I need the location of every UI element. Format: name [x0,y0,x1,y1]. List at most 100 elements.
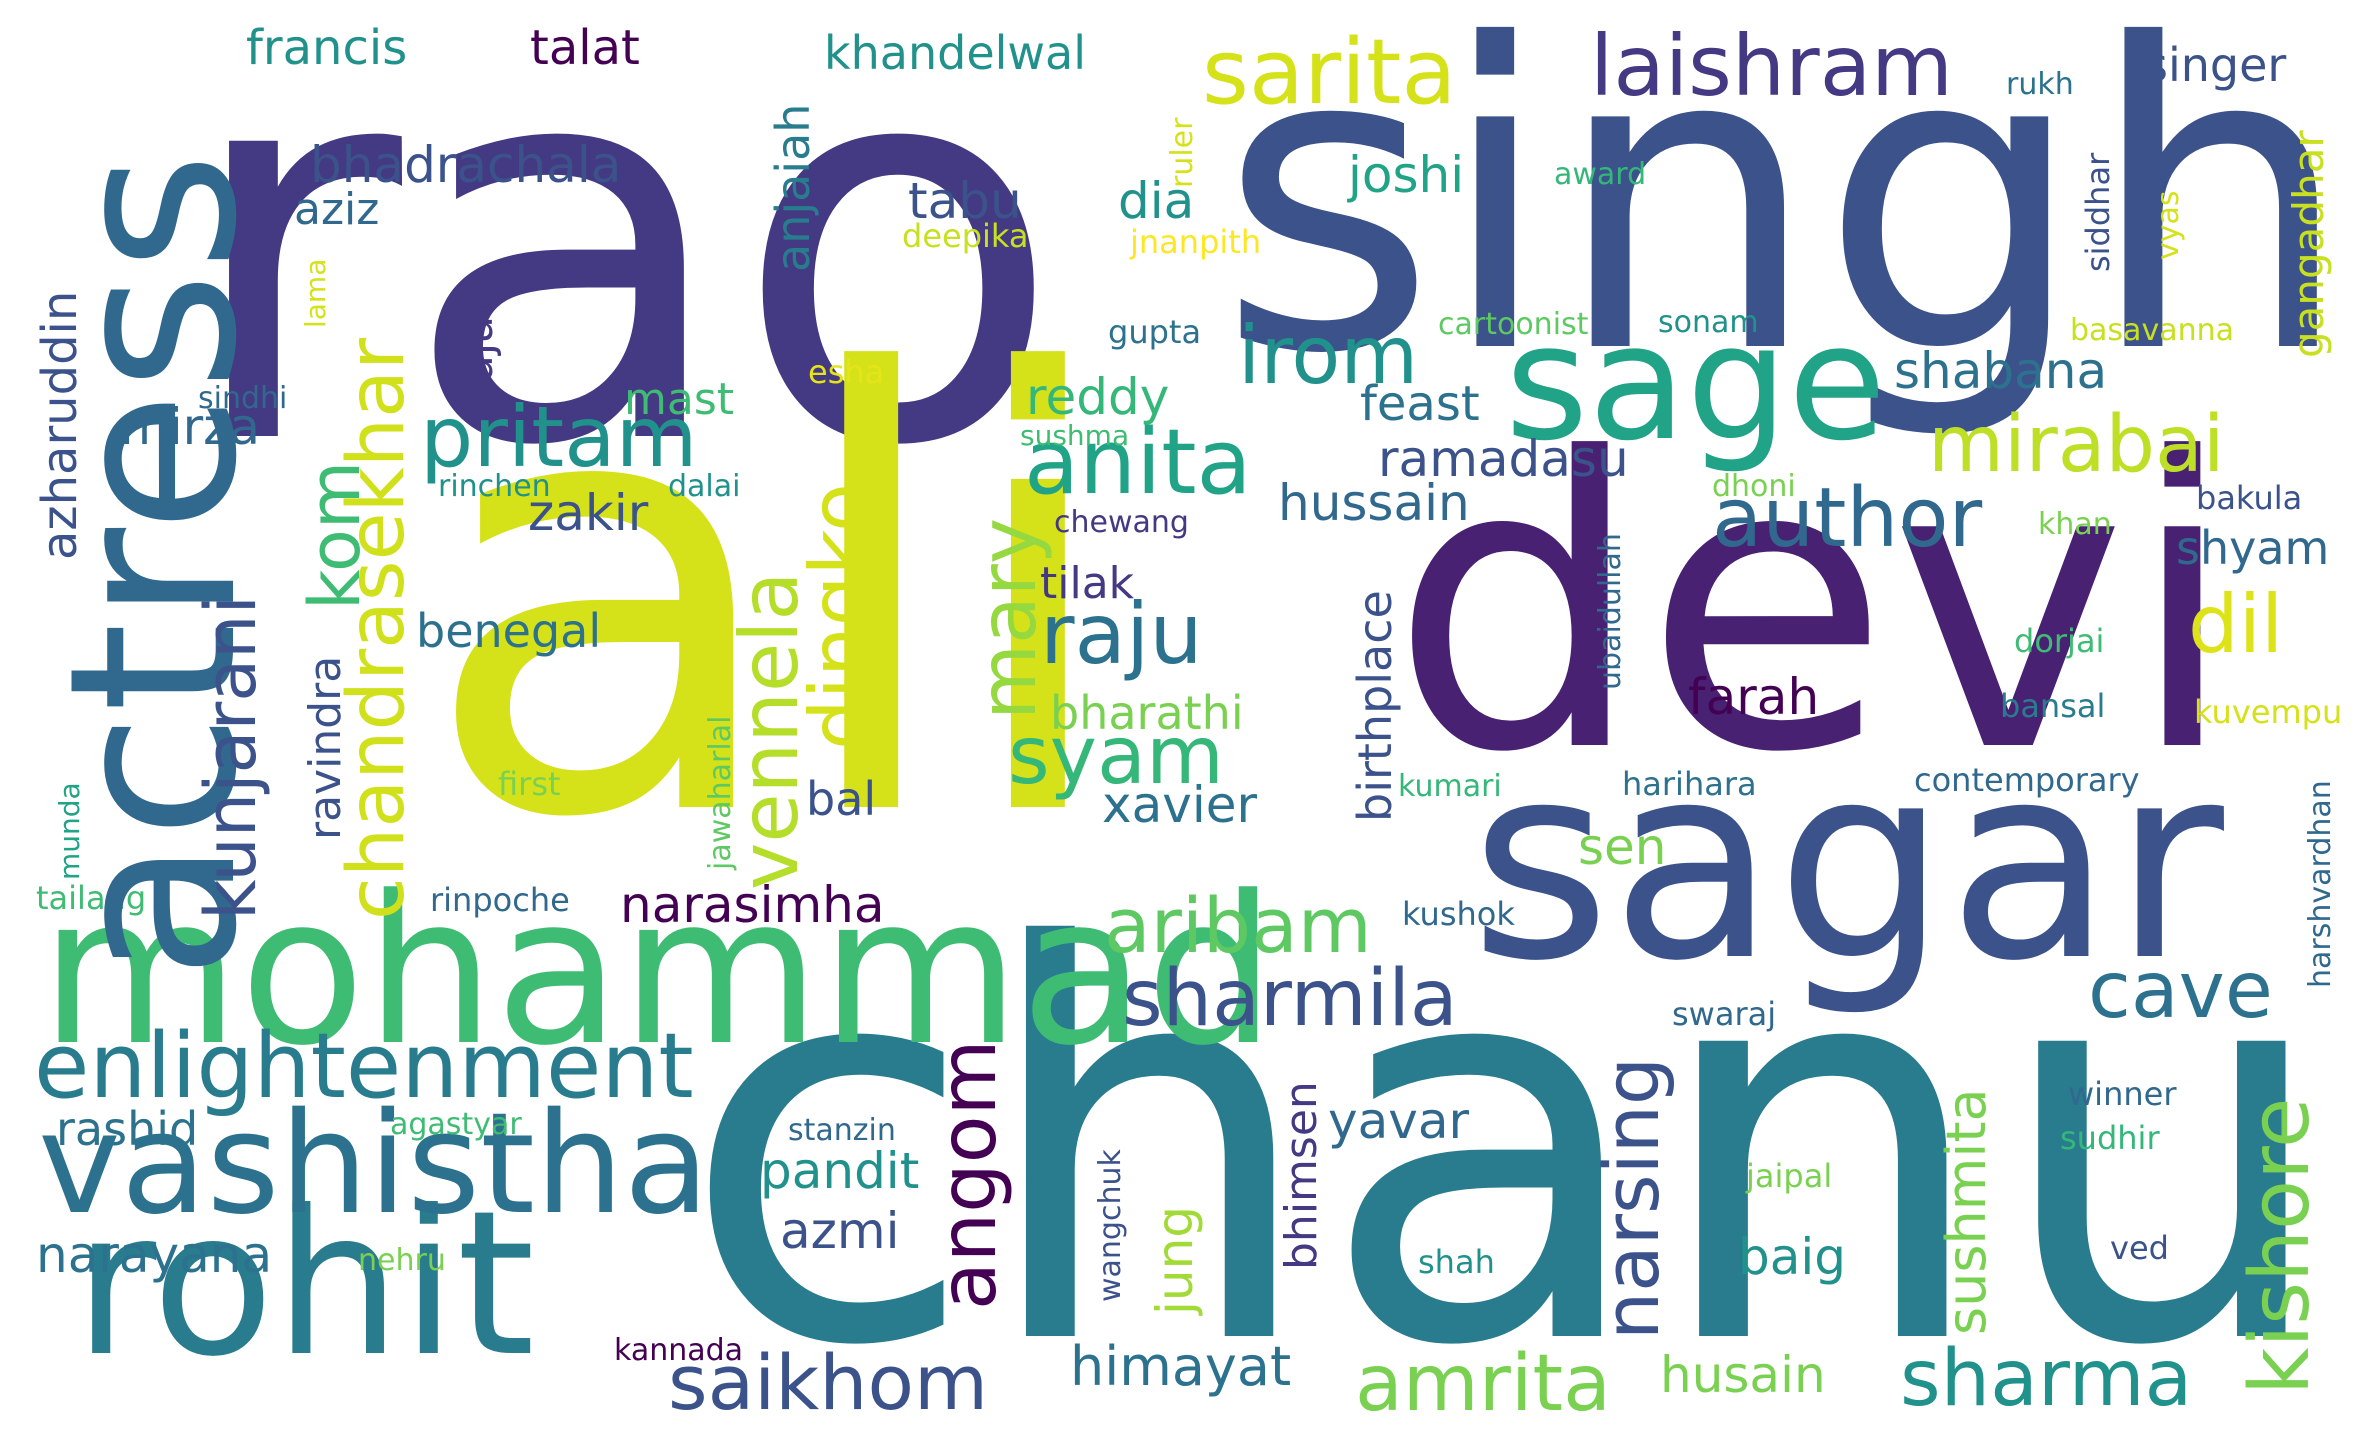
word-mirabai: mirabai [1928,400,2225,490]
word-kumari: kumari [1398,769,1502,804]
word-azmi: azmi [780,1202,900,1260]
word-nehru: nehru [358,1243,446,1278]
word-himayat: himayat [1070,1335,1292,1398]
word-bharathi: bharathi [1050,686,1244,740]
word-birthplace: birthplace [1348,590,1402,822]
word-bansal: bansal [2000,687,2106,725]
word-mary: mary [964,517,1054,720]
word-baig: baig [1738,1228,1847,1286]
word-kushok: kushok [1402,895,1515,933]
word-rao: rao [180,0,1064,564]
word-sharma: sharma [1900,1334,2193,1424]
word-kishore: kishore [2233,1097,2328,1396]
word-sindhi: sindhi [198,381,288,416]
word-ali: ali [420,250,1122,949]
word-jnanpith: jnanpith [1130,223,1262,261]
word-kom: kom [294,460,376,610]
word-dil: dil [2188,578,2284,671]
word-kunjarani: kunjarani [190,595,272,920]
word-sen: sen [1578,818,1667,876]
word-benegal: benegal [416,604,602,658]
word-angom: angom [924,1039,1014,1310]
word-azharuddin: azharuddin [32,290,88,560]
word-dia: dia [1118,172,1195,230]
word-sudhir: sudhir [2060,1119,2160,1157]
word-ubaidullah: ubaidullah [1593,533,1628,690]
word-amrita: amrita [1355,1339,1611,1429]
word-tabu: tabu [908,172,1022,230]
word-khandelwal: khandelwal [824,26,1087,80]
word-agastyar: agastyar [390,1107,522,1142]
word-bhimsen-v: bhimsen [1276,1081,1327,1270]
word-rohit: rohit [74,1168,535,1401]
word-jaipal: jaipal [1746,1157,1833,1195]
word-cartoonist: cartoonist [1438,307,1589,342]
word-award: award [1554,157,1647,192]
word-stanzin: stanzin [788,1113,896,1148]
word-xavier: xavier [1102,776,1258,834]
word-singer: singer [2144,38,2287,92]
word-dalai: dalai [668,469,741,504]
word-author: author [1712,471,1983,566]
word-farah: farah [1688,668,1820,726]
word-first: first [498,765,561,803]
word-kuvempu: kuvempu [2194,693,2343,731]
word-sage: sage [1505,289,1887,476]
word-bakula: bakula [2196,479,2303,517]
word-contemporary: contemporary [1914,761,2140,799]
word-narayana: narayana [36,1226,273,1284]
word-kannada: kannada [614,1333,744,1368]
word-deepika: deepika [902,217,1029,255]
word-sushma: sushma [1020,419,1130,452]
word-gajam: gajam [452,273,503,410]
word-gangadhar: gangadhar [2284,130,2333,358]
word-reddy: reddy [1026,368,1170,426]
word-ravindra: ravindra [300,655,351,840]
word-vyas: vyas [2151,190,2186,260]
word-shyam: shyam [2176,521,2330,575]
word-pritam: pritam [420,388,698,486]
word-ved: ved [2110,1229,2169,1267]
word-rashid: rashid [56,1102,199,1156]
word-sonam: sonam [1658,305,1759,340]
word-basavanna: basavanna [2070,313,2234,348]
word-zakir: zakir [528,484,649,542]
word-mirza: mirza [120,398,261,456]
word-vashistha: vashistha [38,1083,710,1246]
word-rinchen: rinchen [438,469,551,504]
word-laishram: laishram [1590,17,1953,115]
word-chewang: chewang [1054,505,1189,540]
word-saikhom: saikhom [668,1338,988,1427]
word-raju: raju [1040,585,1203,683]
word-esha: esha [808,353,885,391]
word-aribam: aribam [1104,881,1372,970]
word-feast: feast [1360,376,1480,432]
word-rukh: rukh [2006,67,2074,102]
word-mohammad: mohammad [40,853,1276,1091]
word-harshvardhan: harshvardhan [2303,780,2338,988]
word-narasimha: narasimha [620,876,885,934]
word-mast: mast [624,374,734,425]
word-devi: devi [1390,375,2238,840]
word-khan: khan [2038,507,2112,542]
word-aziz: aziz [294,184,380,235]
word-sagar: sagar [1470,705,2224,1020]
word-gupta: gupta [1108,313,1202,351]
word-swaraj: swaraj [1672,995,1777,1033]
word-rinpoche: rinpoche [430,881,570,919]
word-ramadasu: ramadasu [1378,430,1629,488]
word-yavar: yavar [1328,1092,1470,1150]
word-syam: syam [1008,709,1224,802]
word-dhoni: dhoni [1712,469,1796,504]
word-bhadrachala: bhadrachala [310,136,622,194]
word-bal: bal [806,772,877,826]
word-irom: irom [1238,309,1419,402]
word-lama: lama [299,258,332,328]
word-talat: talat [530,20,640,76]
word-husain: husain [1660,1346,1826,1404]
word-enlightenment: enlightenment [34,1014,694,1119]
word-pandit: pandit [760,1142,920,1200]
word-wangchuk: wangchuk [1093,1149,1128,1302]
word-cave: cave [2088,946,2273,1036]
word-jawaharlal: jawaharlal [703,715,738,870]
